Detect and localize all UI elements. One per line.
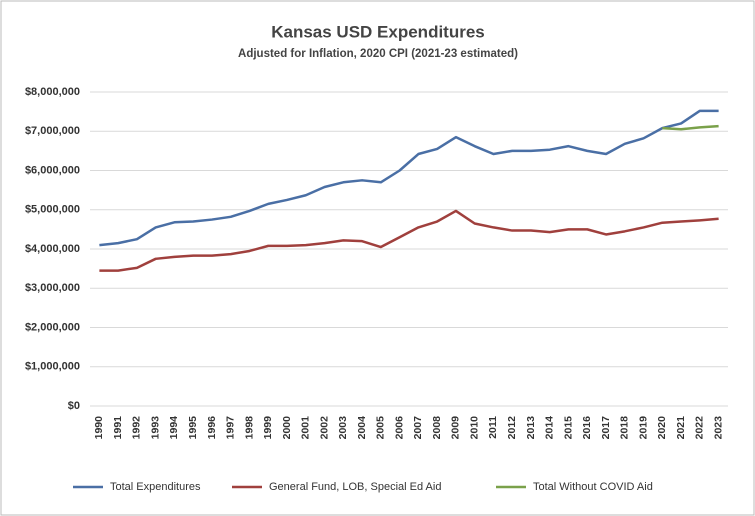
x-tick-label: 1995 — [187, 416, 199, 440]
x-tick-label: 2020 — [656, 416, 668, 440]
chart-subtitle: Adjusted for Inflation, 2020 CPI (2021-2… — [238, 48, 518, 60]
x-tick-label: 2005 — [375, 416, 387, 440]
y-tick-label: $8,000,000 — [25, 86, 80, 98]
x-tick-label: 2017 — [600, 416, 612, 440]
x-tick-label: 2003 — [337, 416, 349, 440]
y-tick-label: $5,000,000 — [25, 204, 80, 216]
x-tick-label: 2006 — [393, 416, 405, 440]
series-line — [662, 124, 719, 131]
x-tick-label: 2011 — [487, 416, 499, 439]
x-tick-label: 1999 — [262, 416, 274, 440]
x-tick-label: 2009 — [450, 416, 462, 440]
x-tick-label: 1990 — [93, 416, 105, 440]
x-tick-label: 2001 — [300, 416, 312, 440]
y-tick-label: $7,000,000 — [25, 125, 80, 137]
x-tick-label: 2013 — [525, 416, 537, 440]
x-tick-label: 2000 — [281, 416, 293, 440]
x-tick-label: 2021 — [675, 416, 687, 440]
series-line — [99, 209, 719, 272]
x-tick-label: 2018 — [619, 416, 631, 440]
x-tick-label: 1991 — [112, 416, 124, 440]
x-tick-label: 1998 — [243, 416, 255, 440]
x-tick-label: 2014 — [544, 416, 556, 440]
x-tick-label: 2023 — [712, 416, 724, 440]
legend-label: General Fund, LOB, Special Ed Aid — [269, 481, 441, 493]
x-tick-label: 1993 — [149, 416, 161, 440]
chart-title: Kansas USD Expenditures — [271, 22, 485, 41]
y-tick-label: $1,000,000 — [25, 361, 80, 373]
x-tick-label: 2004 — [356, 416, 368, 440]
x-tick-label: 2022 — [694, 416, 706, 440]
x-tick-label: 1996 — [206, 416, 218, 440]
x-tick-label: 2010 — [468, 416, 480, 440]
x-tick-label: 2007 — [412, 416, 424, 440]
x-tick-label: 2016 — [581, 416, 593, 440]
y-tick-label: $2,000,000 — [25, 321, 80, 333]
x-tick-label: 1992 — [131, 416, 143, 440]
x-tick-label: 2019 — [637, 416, 649, 440]
legend-label: Total Without COVID Aid — [533, 481, 653, 493]
y-tick-label: $4,000,000 — [25, 243, 80, 255]
x-tick-label: 2012 — [506, 416, 518, 440]
legend-label: Total Expenditures — [110, 481, 201, 493]
y-tick-label: $3,000,000 — [25, 282, 80, 294]
x-tick-label: 1994 — [168, 416, 180, 440]
x-tick-label: 2015 — [562, 416, 574, 440]
y-tick-label: $0 — [68, 400, 80, 412]
x-tick-label: 2002 — [318, 416, 330, 440]
y-tick-label: $6,000,000 — [25, 164, 80, 176]
x-tick-label: 1997 — [225, 416, 237, 440]
series-line — [99, 109, 719, 247]
x-tick-label: 2008 — [431, 416, 443, 440]
